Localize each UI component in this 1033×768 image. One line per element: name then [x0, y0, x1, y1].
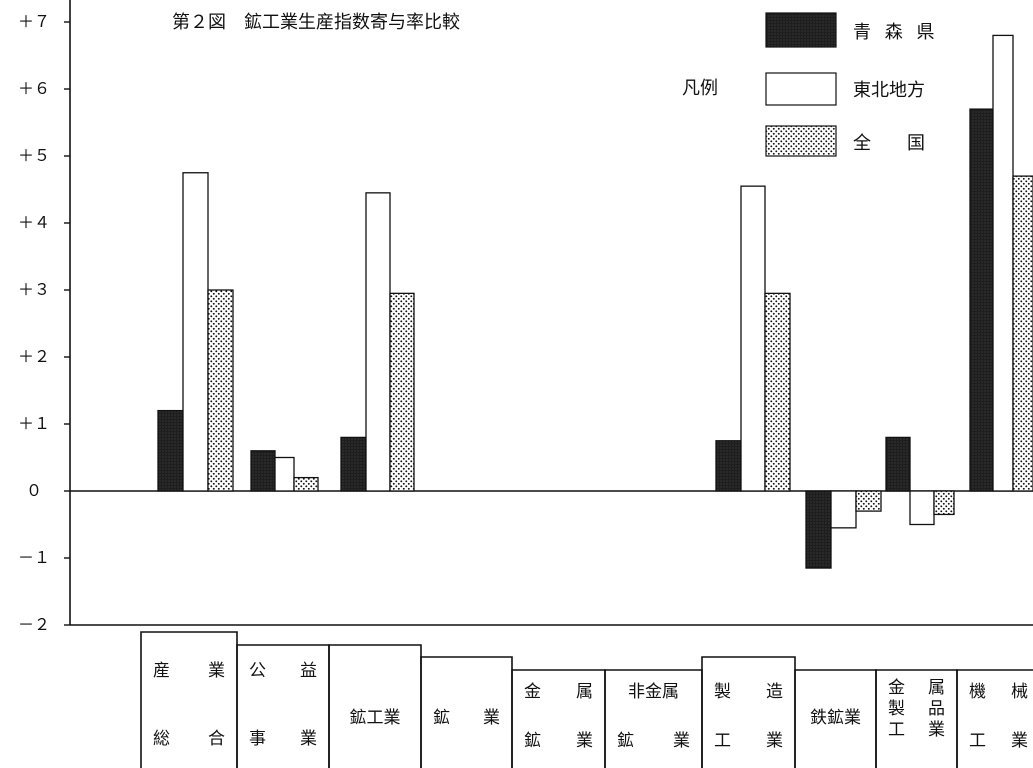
category-label-char: 工	[714, 731, 731, 751]
legend-swatch-zenkoku	[765, 125, 837, 157]
y-tick-label: ＋２	[18, 347, 50, 366]
category-label-char: 鉱	[433, 708, 450, 728]
bar-tohoku-tekkogyo	[830, 490, 857, 529]
bar-tohoku-koeki-jigyo	[274, 456, 295, 492]
category-label-char: 業	[766, 731, 783, 751]
y-tick-label: －１	[18, 548, 50, 567]
category-label: 鉄鉱業	[810, 708, 861, 728]
category-label-char: 機	[969, 682, 986, 702]
bar-aomori-koeki-jigyo	[250, 450, 276, 492]
category-label-char: 造	[766, 682, 783, 702]
category-label-char: 業	[483, 708, 500, 728]
category-label-char: 械	[1011, 682, 1028, 702]
category-cell-border	[956, 669, 1033, 768]
category-label-char: 鉱	[617, 731, 634, 751]
y-tick-label: ＋３	[18, 280, 50, 299]
category-label-char: 業	[576, 731, 593, 751]
category-cell-kinzoku-kogyo: 金 属鉱 業	[511, 669, 606, 768]
category-cell-koeki-jigyo: 公 益事 業	[236, 644, 330, 768]
category-cell-kikai-kogyo: 機 械工 業	[956, 669, 1033, 768]
category-cell-border	[328, 644, 422, 768]
y-tick-label: ０	[26, 481, 42, 500]
category-label-char: 業	[928, 720, 945, 740]
legend-label-zenkoku: 全 国	[853, 133, 925, 154]
category-label-char: 属	[928, 678, 945, 698]
category-label-char: 鉱	[524, 731, 541, 751]
bar-aomori-tekkogyo	[805, 490, 832, 569]
y-tick-label: ＋６	[18, 79, 50, 98]
bar-zenkoku-seizo-kogyo	[764, 292, 791, 492]
bar-aomori-kikai-kogyo	[969, 108, 994, 492]
category-label: 鉱工業	[350, 708, 401, 728]
category-label: 非金属	[628, 682, 679, 702]
bar-aomori-kinzoku-seihin	[885, 436, 911, 492]
category-label-char: 事	[249, 729, 266, 749]
bar-aomori-kokogyo	[340, 436, 367, 492]
category-cell-kokogyo: 鉱工業	[328, 644, 422, 768]
category-label-char: 金	[524, 682, 541, 702]
category-label-char: 製	[888, 699, 905, 719]
category-label-char: 合	[208, 729, 225, 749]
bar-zenkoku-kikai-kogyo	[1012, 175, 1033, 492]
category-label-char: 総	[153, 729, 170, 749]
category-table: 産業総 合公 益事 業鉱工業鉱業金 属鉱 業非金属鉱 業製 造工 業鉄鉱業金 属製 品工 業機 械工業	[140, 631, 1033, 768]
legend-swatch-aomori	[765, 12, 837, 48]
category-label-char: 公	[249, 661, 266, 681]
category-label-char: 製	[714, 682, 731, 702]
category-cell-kinzoku-seihin: 金 属製 品工 業	[875, 669, 958, 768]
category-label-char: 業	[673, 731, 690, 751]
legend-label-tohoku: 東北地方	[853, 80, 925, 101]
category-label-char: 業	[300, 729, 317, 749]
category-label-char: 工	[969, 731, 986, 751]
category-cell-seizo-kogyo: 製 造工 業	[701, 656, 796, 768]
y-tick-label: ＋７	[18, 12, 50, 31]
y-tick-label: －２	[18, 615, 50, 634]
category-cell-sangyo-sogo: 産 業総 合	[140, 631, 238, 768]
category-cell-border	[701, 656, 796, 768]
legend: 凡例 青 森 県 東北地方 全 国	[682, 12, 938, 157]
category-label-char: 業	[208, 661, 225, 681]
bar-tohoku-sangyo-sogo	[182, 172, 209, 492]
y-tick-label: ＋４	[18, 213, 50, 232]
bar-tohoku-seizo-kogyo	[740, 185, 766, 492]
bar-zenkoku-kokogyo	[389, 292, 415, 492]
category-cell-tekkogyo: 鉄鉱業	[794, 669, 877, 768]
category-cell-kogyo: 鉱業	[420, 656, 513, 768]
category-label-char: 品	[928, 699, 945, 719]
bar-zenkoku-tekkogyo	[855, 490, 882, 512]
bar-aomori-sangyo-sogo	[157, 409, 184, 492]
category-label-char: 属	[576, 682, 593, 702]
category-label-char: 金	[888, 678, 905, 698]
category-label-char: 業	[1011, 731, 1028, 751]
category-label-char: 工	[888, 720, 905, 740]
chart-title: 第２図 鉱工業生産指数寄与率比較	[172, 12, 460, 33]
legend-caption: 凡例	[682, 78, 718, 99]
bar-zenkoku-kinzoku-seihin	[933, 490, 955, 516]
category-label-char: 産	[153, 661, 170, 681]
bar-tohoku-kokogyo	[365, 192, 391, 492]
bar-zenkoku-sangyo-sogo	[207, 289, 234, 492]
legend-label-aomori: 青 森 県	[853, 22, 938, 43]
bar-tohoku-kikai-kogyo	[992, 34, 1014, 492]
legend-swatch-tohoku	[765, 72, 837, 106]
y-tick-label: ＋５	[18, 146, 50, 165]
bar-group	[157, 34, 1033, 569]
bar-zenkoku-koeki-jigyo	[293, 476, 319, 492]
bar-tohoku-kinzoku-seihin	[909, 490, 935, 526]
y-tick-label: ＋１	[18, 414, 50, 433]
bar-aomori-seizo-kogyo	[715, 440, 742, 492]
category-label-char: 益	[300, 661, 317, 681]
